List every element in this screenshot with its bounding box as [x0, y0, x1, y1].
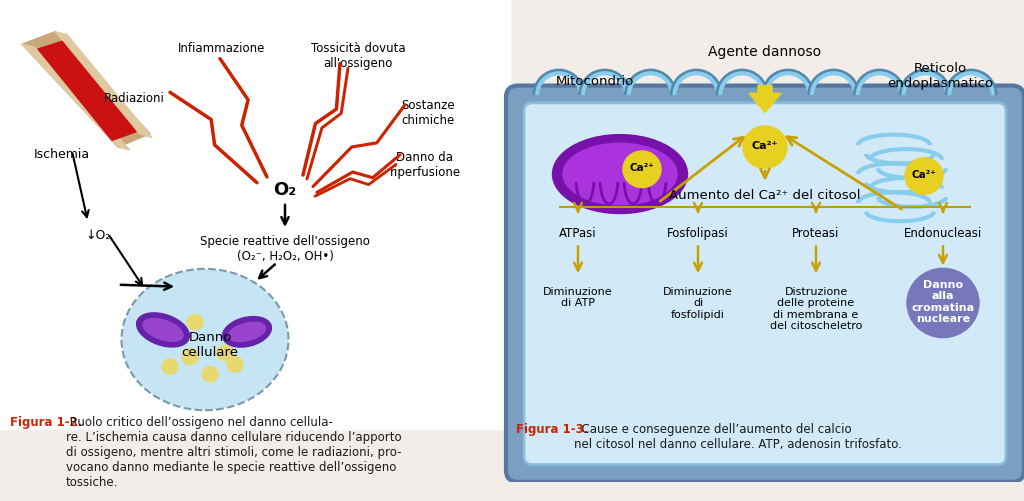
Text: ATPasi: ATPasi: [559, 226, 597, 239]
Text: Endonucleasi: Endonucleasi: [904, 226, 982, 239]
Ellipse shape: [136, 313, 189, 347]
Text: Ca²⁺: Ca²⁺: [630, 163, 654, 173]
Text: Proteasi: Proteasi: [793, 226, 840, 239]
Text: Radiazioni: Radiazioni: [104, 92, 165, 104]
Ellipse shape: [123, 270, 288, 409]
Circle shape: [227, 357, 243, 373]
Circle shape: [202, 367, 218, 382]
Text: Ca²⁺: Ca²⁺: [911, 170, 936, 180]
Text: Reticolo
endoplasmatico: Reticolo endoplasmatico: [887, 62, 993, 90]
Text: Specie reattive dell'ossigeno
(O₂⁻, H₂O₂, OH•): Specie reattive dell'ossigeno (O₂⁻, H₂O₂…: [200, 234, 370, 262]
Text: Tossicità dovuta
all'ossigeno: Tossicità dovuta all'ossigeno: [310, 42, 406, 70]
Ellipse shape: [563, 144, 677, 205]
Text: Ruolo critico dell’ossigeno nel danno cellula-
re. L’ischemia causa danno cellul: Ruolo critico dell’ossigeno nel danno ce…: [66, 415, 401, 487]
Circle shape: [162, 359, 178, 374]
Text: ↓O₂: ↓O₂: [85, 228, 111, 241]
Text: O₂: O₂: [273, 180, 297, 198]
Bar: [0, 0, 510, 429]
Polygon shape: [22, 45, 130, 151]
Circle shape: [187, 315, 203, 330]
Circle shape: [623, 152, 662, 188]
Circle shape: [743, 127, 787, 169]
Polygon shape: [38, 42, 136, 141]
Text: Ca²⁺: Ca²⁺: [752, 141, 778, 151]
Text: Figura 1-3.: Figura 1-3.: [516, 422, 589, 435]
Text: Aumento del Ca²⁺ del citosol: Aumento del Ca²⁺ del citosol: [670, 188, 861, 201]
Text: Danno
alla
cromatina
nucleare: Danno alla cromatina nucleare: [911, 279, 975, 324]
Text: Diminuzione
di ATP: Diminuzione di ATP: [543, 286, 612, 308]
Circle shape: [907, 269, 979, 338]
Text: Fosfolipasi: Fosfolipasi: [667, 226, 729, 239]
Circle shape: [217, 346, 233, 361]
Text: Distruzione
delle proteine
di membrana e
del citoscheletro: Distruzione delle proteine di membrana e…: [770, 286, 862, 331]
Polygon shape: [749, 86, 781, 113]
Polygon shape: [22, 33, 150, 148]
Ellipse shape: [228, 323, 265, 342]
Text: Figura 1-2.: Figura 1-2.: [10, 415, 82, 428]
FancyBboxPatch shape: [506, 86, 1024, 482]
Polygon shape: [55, 33, 152, 138]
Text: Cause e conseguenze dell’aumento del calcio
nel citosol nel danno cellulare. ATP: Cause e conseguenze dell’aumento del cal…: [574, 422, 902, 450]
Text: Ischemia: Ischemia: [34, 148, 90, 161]
Text: Diminuzione
di
fosfolipidi: Diminuzione di fosfolipidi: [664, 286, 733, 319]
Text: Sostanze
chimiche: Sostanze chimiche: [401, 98, 455, 126]
Text: Agente dannoso: Agente dannoso: [709, 45, 821, 59]
Text: Infiammazione: Infiammazione: [178, 42, 265, 55]
Circle shape: [182, 350, 198, 365]
Text: Danno da
riperfusione: Danno da riperfusione: [389, 151, 461, 179]
Circle shape: [905, 158, 943, 195]
Ellipse shape: [143, 319, 183, 342]
Text: Mitocondrio: Mitocondrio: [556, 75, 634, 88]
Ellipse shape: [553, 135, 687, 214]
Ellipse shape: [222, 317, 271, 347]
FancyBboxPatch shape: [524, 104, 1006, 464]
Text: Danno
cellulare: Danno cellulare: [181, 331, 239, 359]
